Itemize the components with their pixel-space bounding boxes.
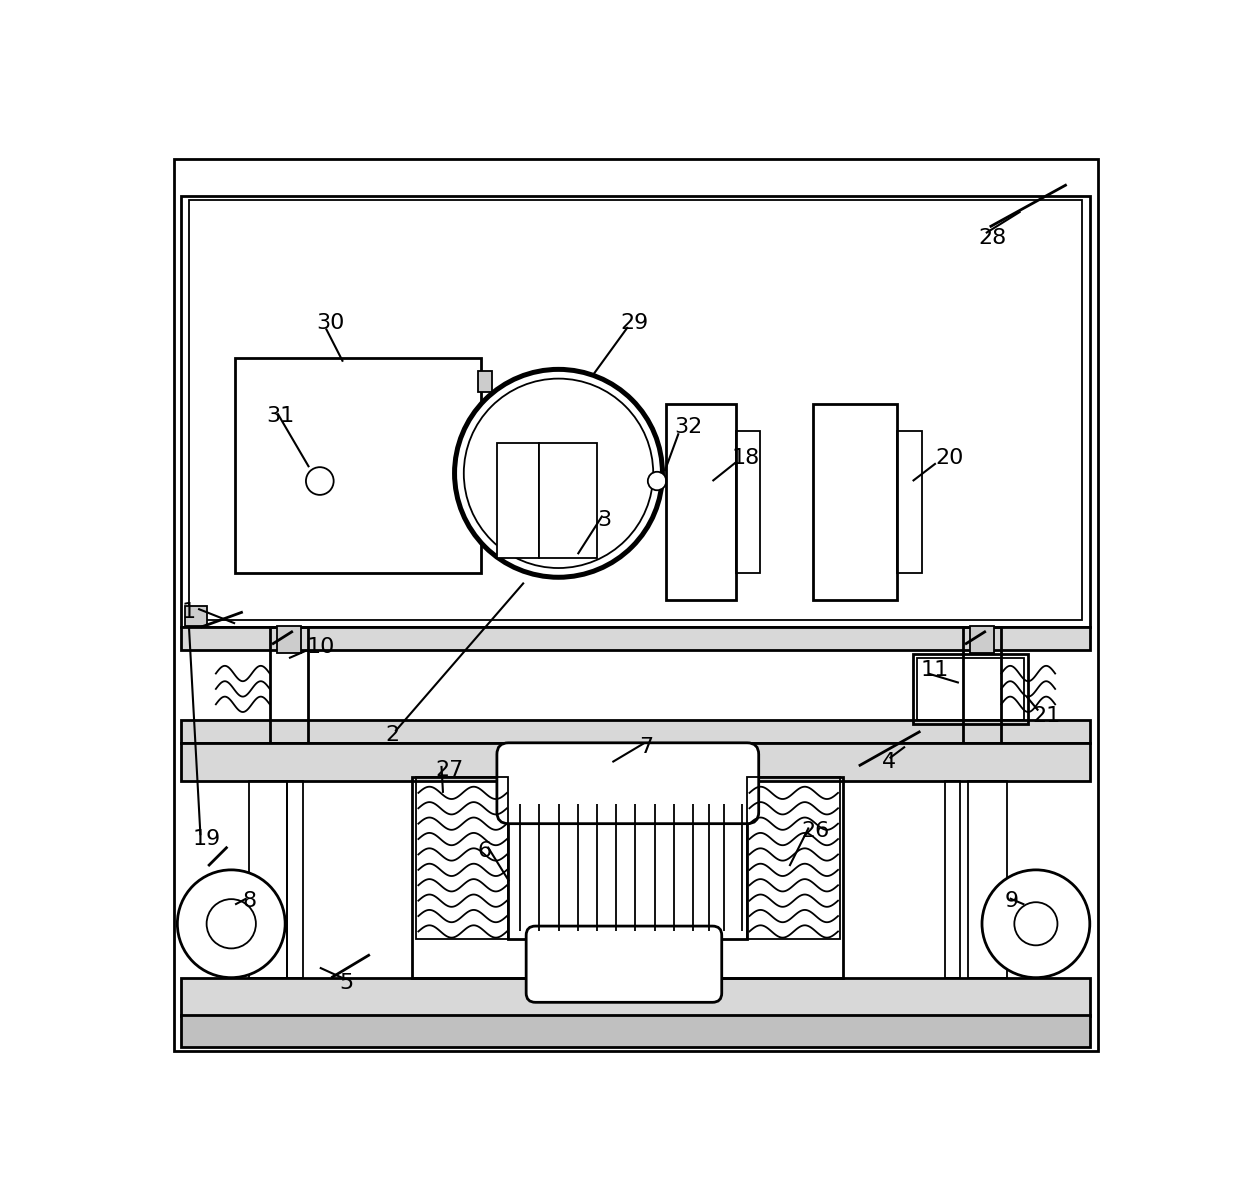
Bar xyxy=(508,804,748,939)
Circle shape xyxy=(306,467,334,495)
FancyBboxPatch shape xyxy=(497,743,759,824)
Text: 2: 2 xyxy=(386,725,399,745)
Bar xyxy=(539,442,596,558)
Text: 26: 26 xyxy=(801,822,830,841)
Text: 1: 1 xyxy=(181,601,196,622)
Bar xyxy=(913,654,1028,724)
Bar xyxy=(278,625,300,653)
Text: 3: 3 xyxy=(596,509,611,530)
Text: 11: 11 xyxy=(920,660,949,679)
Bar xyxy=(898,431,921,574)
Text: 9: 9 xyxy=(1006,890,1019,910)
Text: 27: 27 xyxy=(435,760,464,780)
Text: 32: 32 xyxy=(675,417,702,437)
Bar xyxy=(270,628,309,743)
Text: 18: 18 xyxy=(732,448,760,468)
Bar xyxy=(181,743,1090,781)
Circle shape xyxy=(1014,902,1058,945)
Bar xyxy=(945,781,961,978)
Bar xyxy=(497,442,539,558)
Text: 28: 28 xyxy=(978,229,1007,248)
Bar xyxy=(185,606,207,625)
Bar xyxy=(181,628,1090,651)
Bar xyxy=(236,358,481,574)
Text: 4: 4 xyxy=(882,752,897,772)
Bar xyxy=(181,978,1090,1016)
Text: 19: 19 xyxy=(192,829,221,849)
Bar xyxy=(968,781,1007,978)
Bar xyxy=(249,781,288,978)
Circle shape xyxy=(177,870,285,978)
Bar xyxy=(962,628,1001,743)
Circle shape xyxy=(647,472,666,490)
Circle shape xyxy=(982,870,1090,978)
Circle shape xyxy=(464,379,653,568)
Text: 31: 31 xyxy=(265,406,294,425)
Bar xyxy=(477,512,491,533)
Text: 5: 5 xyxy=(339,973,353,993)
Text: 10: 10 xyxy=(306,636,335,657)
Text: 8: 8 xyxy=(243,890,257,910)
Circle shape xyxy=(207,900,255,949)
FancyBboxPatch shape xyxy=(526,926,722,1003)
Bar xyxy=(477,371,491,393)
Bar xyxy=(748,778,839,939)
Text: 20: 20 xyxy=(936,448,965,468)
Bar xyxy=(181,1015,1090,1047)
Text: 29: 29 xyxy=(620,313,649,333)
Bar xyxy=(735,431,760,574)
Bar xyxy=(971,625,993,653)
Text: 7: 7 xyxy=(640,737,653,757)
Circle shape xyxy=(455,369,662,577)
Bar xyxy=(181,196,1090,628)
Bar xyxy=(188,200,1083,619)
Text: 21: 21 xyxy=(1032,706,1060,726)
Bar xyxy=(812,404,898,600)
Bar xyxy=(181,720,1090,743)
Text: 6: 6 xyxy=(477,841,492,860)
Bar xyxy=(666,404,735,600)
Bar xyxy=(916,658,1024,720)
Bar xyxy=(417,778,508,939)
Bar xyxy=(412,778,843,978)
Bar xyxy=(288,781,303,978)
Text: 30: 30 xyxy=(316,313,345,333)
